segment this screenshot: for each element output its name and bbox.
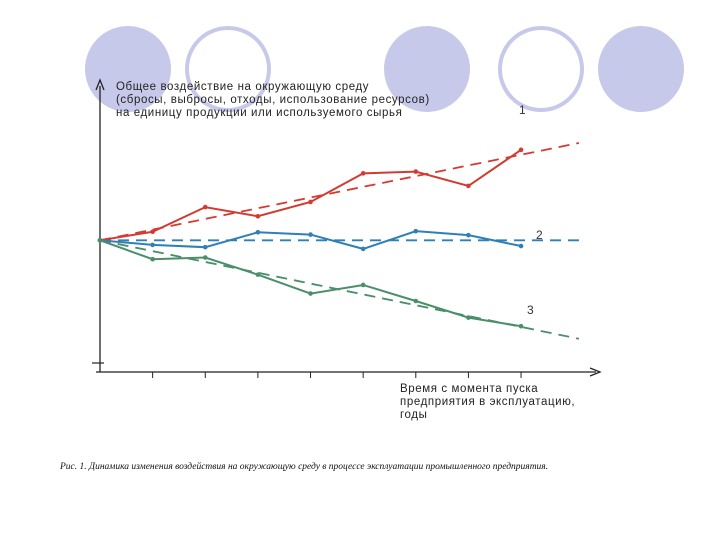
- trend-lines: [99, 142, 580, 340]
- data-point-1: [255, 213, 261, 219]
- data-point-3: [360, 282, 366, 288]
- data-point-3: [518, 323, 524, 329]
- y-axis-label: Общее воздействие на окружающую среду (с…: [116, 81, 430, 119]
- data-point-2: [413, 228, 419, 234]
- decor-circle-filled-2: [384, 26, 470, 112]
- data-point-2: [360, 246, 366, 252]
- x-axis-arrow: [589, 367, 602, 377]
- data-point-1: [466, 183, 471, 189]
- data-point-2: [308, 232, 313, 237]
- axes: [92, 78, 602, 378]
- decor-circle-filled-3: [598, 26, 684, 112]
- decorative-circles: [85, 26, 684, 112]
- y-axis-arrow: [95, 78, 105, 91]
- series-label-2: 2: [536, 228, 543, 242]
- decor-circle-filled-1: [85, 26, 171, 112]
- data-point-2: [150, 242, 155, 248]
- data-point-2: [518, 243, 524, 249]
- data-point-1: [360, 171, 366, 176]
- decor-circle-outline-2: [498, 26, 584, 112]
- data-point-3: [150, 256, 155, 262]
- data-point-1: [150, 229, 155, 235]
- decor-circle-outline-1: [185, 26, 271, 112]
- data-point-3: [308, 291, 313, 296]
- data-point-3: [97, 238, 103, 243]
- series-line-1: [99, 149, 522, 242]
- series-lines: [97, 147, 524, 329]
- series-label-1: 1: [519, 103, 526, 117]
- data-point-3: [466, 315, 471, 320]
- series-label-3: 3: [527, 303, 534, 317]
- data-point-2: [466, 232, 471, 238]
- data-point-3: [255, 272, 261, 277]
- data-point-2: [255, 229, 261, 235]
- x-axis-label: Время с момента пуска предприятия в эксп…: [400, 383, 576, 421]
- data-point-1: [308, 199, 313, 205]
- trend-line-1: [99, 142, 580, 242]
- figure-caption: Рис. 1. Динамика изменения воздействия н…: [60, 462, 549, 472]
- data-point-3: [413, 298, 419, 304]
- data-point-1: [202, 204, 208, 210]
- data-point-3: [202, 255, 208, 260]
- data-point-1: [413, 169, 419, 174]
- data-point-2: [202, 244, 208, 250]
- data-point-1: [518, 147, 524, 153]
